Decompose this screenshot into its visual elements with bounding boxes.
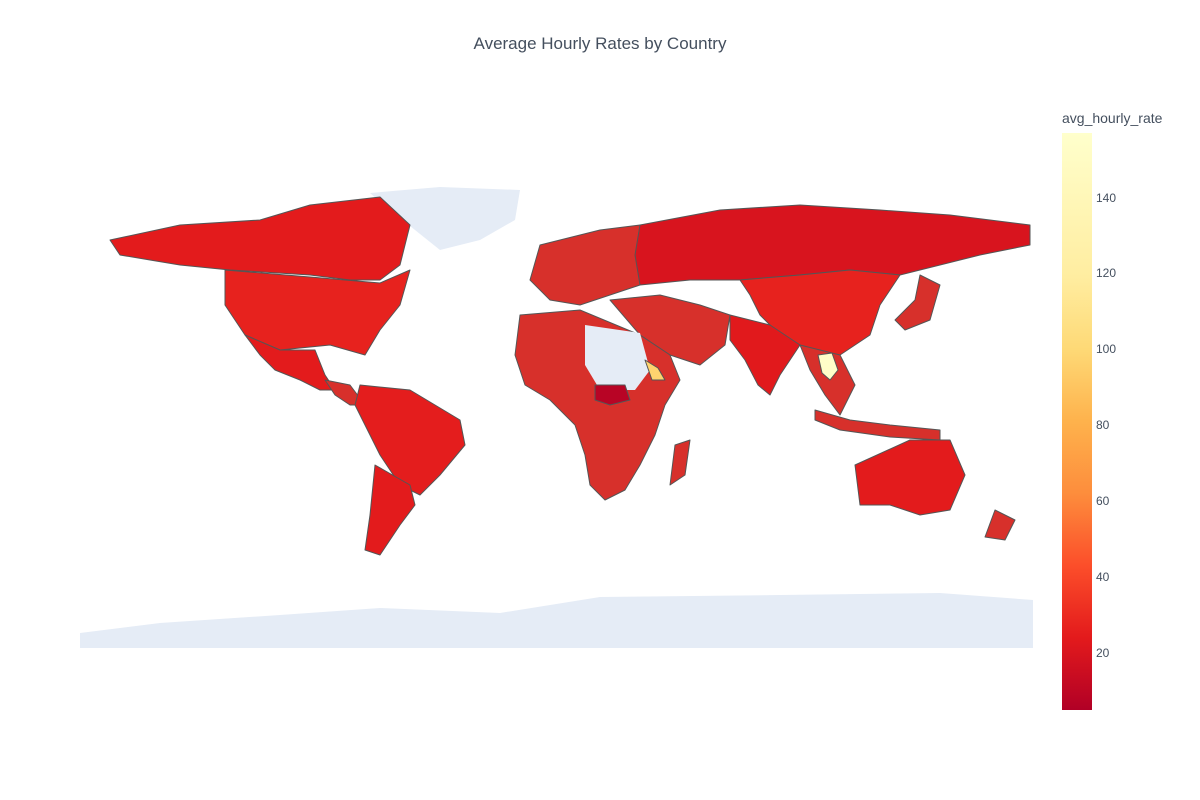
region-antarctica[interactable]: [80, 593, 1033, 648]
country-russia[interactable]: [634, 204, 1031, 286]
country-argentina[interactable]: [364, 464, 416, 556]
chart-title: Average Hourly Rates by Country: [473, 34, 727, 53]
country-greenland[interactable]: [370, 187, 520, 250]
country-mexico[interactable]: [244, 334, 336, 391]
country-japan[interactable]: [894, 274, 941, 331]
region-europe[interactable]: [529, 224, 641, 306]
country-australia[interactable]: [854, 439, 966, 516]
country-sudan[interactable]: [585, 325, 650, 390]
country-new-zealand[interactable]: [984, 509, 1016, 541]
country-canada[interactable]: [109, 196, 411, 281]
colorbar-tick-label: 40: [1096, 570, 1110, 585]
colorbar-tick-label: 100: [1096, 342, 1117, 357]
colorbar-tick-label: 140: [1096, 190, 1117, 205]
country-laos[interactable]: [817, 352, 839, 381]
colorbar-tick-label: 80: [1096, 418, 1110, 433]
country-eritrea[interactable]: [644, 359, 666, 381]
colorbar-tick-label: 20: [1096, 646, 1110, 661]
colorbar: [1062, 133, 1092, 710]
colorbar-tick-label: 60: [1096, 494, 1110, 509]
colorbar-tick-label: 120: [1096, 266, 1117, 281]
colorbar-title: avg_hourly_rate: [1062, 110, 1163, 126]
country-brazil[interactable]: [354, 384, 466, 496]
choropleth-map[interactable]: [80, 185, 1033, 648]
country-india[interactable]: [729, 314, 801, 396]
country-central-african-republic[interactable]: [594, 384, 631, 406]
country-indonesia[interactable]: [814, 409, 941, 441]
region-southeast-asia[interactable]: [799, 344, 856, 416]
world-map-svg[interactable]: [80, 185, 1033, 648]
country-united-states[interactable]: [224, 269, 411, 356]
country-madagascar[interactable]: [669, 439, 691, 486]
